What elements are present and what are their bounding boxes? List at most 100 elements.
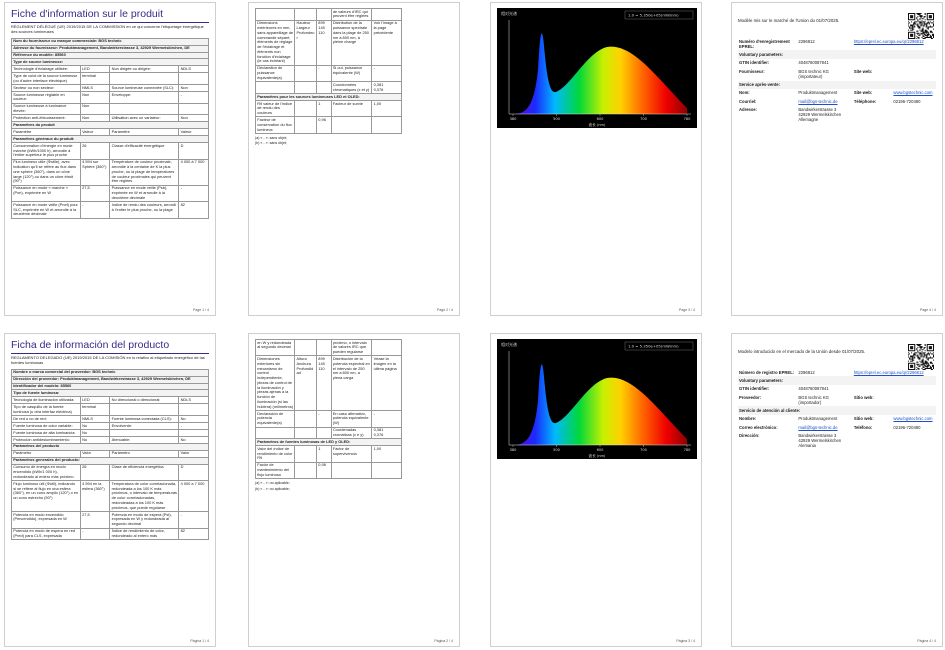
- table-cell: 4 000 a 7 000: [178, 480, 209, 513]
- notes: (a) « - »: no aplicable; (b) « - »: no ap…: [255, 481, 453, 492]
- table-cell: 82: [178, 201, 209, 219]
- empty-cell: [294, 338, 318, 357]
- tick-label: 500: [553, 117, 561, 121]
- table-cell: Flux lumineux utile (Φutile), avec indic…: [11, 158, 81, 186]
- page: en W y redondeada al segundo decimal próx…: [248, 333, 460, 647]
- table-cell: 1: [316, 99, 332, 118]
- table-cell: Servicio de atención al cliente:: [738, 406, 936, 415]
- scale-box: [624, 10, 694, 20]
- table-cell: Paramètres généraux du produit:: [11, 135, 209, 144]
- table-cell: -: [178, 184, 209, 203]
- table-cell: de valeurs d'IRC qui peuvent être réglée…: [330, 8, 373, 21]
- table-cell: Fuente luminosa de alta luminancia:: [11, 428, 81, 437]
- table-cell: -: [316, 410, 332, 428]
- table-cell: Parámetros generales del producto:: [11, 456, 209, 465]
- table-cell: No: [79, 428, 111, 437]
- table-cell: 82: [178, 527, 209, 541]
- table-row: Technologie d'éclairage utilisée: LED Non …: [11, 65, 209, 74]
- empty-cell: [294, 99, 318, 118]
- table-cell: 02196-720480: [893, 424, 921, 430]
- empty-cell: [316, 338, 332, 357]
- table-cell: 2296812: [798, 369, 815, 375]
- page: 相对光谱 1.0 = 5.350e+05(mW/nm) 380 500 600 700 78…: [490, 2, 702, 316]
- table-cell: Non: [79, 114, 111, 123]
- table-row: Coordenadas cromáticas (x e y) 0,381 0,37…: [254, 426, 402, 440]
- table-cell: D: [178, 142, 209, 160]
- table-cell: NMLS: [79, 415, 111, 424]
- table-cell: Numéro d'enregistrement EPREL:: [739, 38, 790, 49]
- page: 相对光谱 1.0 = 5.350e+05(mW/nm) 380 500 600 700 78…: [490, 333, 702, 647]
- table-cell: 27,5: [79, 511, 111, 529]
- empty-cell: [316, 8, 332, 21]
- table-row: Potencia en modo de espera en red (Pred)…: [11, 527, 209, 541]
- tick-label: 600: [597, 448, 605, 452]
- table-row: Fuente luminosa de color variable: No Envo…: [11, 422, 209, 430]
- table-row: Facteur de conservation du flux lumineux…: [254, 116, 402, 134]
- table-cell: Dimensiones exteriores sin mecanismo de …: [254, 355, 296, 412]
- table-row: Secteur ou non secteur: NMLS Source lumine…: [11, 84, 209, 93]
- table-cell: 899 145 110: [316, 19, 332, 66]
- table-row: Nom: Produktmanagement Site web: www.bgstec…: [738, 89, 936, 97]
- table-row: Nom du fournisseur ou marque commerciale…: [11, 37, 209, 46]
- table-row: GTIN identifier: 4048760087841: [738, 385, 936, 393]
- empty-cell: [294, 8, 318, 21]
- qr-code: [908, 344, 934, 370]
- empty-cell: [330, 116, 373, 134]
- table-cell: Véase la imagen en la última página: [371, 355, 402, 412]
- table-cell: No: [178, 435, 209, 444]
- table-cell: Fournisseur:: [739, 68, 765, 74]
- tick-label: 380: [510, 117, 518, 121]
- table-cell: Índice de rendimiento de color, redondea…: [109, 527, 180, 541]
- table-cell: Paramètre: [109, 128, 180, 137]
- qr-modules: [908, 13, 934, 39]
- empty-cell: [294, 461, 318, 480]
- table-row: Fournisseur: BGS technic KG (importateur)…: [738, 67, 936, 80]
- table-cell: Distribución de la potencia espectral en…: [330, 355, 373, 412]
- table-cell: Paramètres du produit: [11, 121, 209, 130]
- spectrum-curve: [513, 364, 687, 445]
- table-cell: Puissance en mode veille (Pnet) pour SLC…: [11, 201, 81, 219]
- table-cell: Non: [178, 84, 209, 93]
- table-row: Puissance en mode veille (Pnet) pour SLC…: [11, 201, 209, 219]
- table-row: Nombre o marca comercial del proveedor: …: [11, 368, 209, 377]
- scale-box: [624, 341, 694, 351]
- table-row: Puissance en mode « marche » (Pon), expr…: [11, 184, 209, 203]
- table-cell: GTIN identifier:: [739, 386, 770, 392]
- table-cell: Fuente luminosa de color variable:: [11, 422, 81, 430]
- empty-cell: [294, 426, 318, 440]
- page-title: Fiche d'information sur le produit: [11, 8, 209, 23]
- table-cell: Proveedor:: [739, 394, 762, 400]
- table-row: Paramètre Valeur Paramètre Valeur: [11, 128, 209, 137]
- page-footer: Page 1 / 4: [193, 308, 209, 312]
- table-cell: Produktmanagement: [798, 416, 838, 422]
- table-cell: -: [371, 64, 402, 83]
- empty-cell: [316, 426, 332, 440]
- table-cell: terminal: [79, 72, 111, 86]
- table-row: Dirección: Bandwirkerstrasse 3 42929 Werm…: [738, 431, 936, 450]
- table-row: de valeurs d'IRC qui peuvent être réglée…: [254, 8, 402, 21]
- table-row: Consumo de energía en modo encendido (kW…: [11, 463, 209, 482]
- table-cell: 4 000 à 7 000: [178, 158, 209, 186]
- table-cell: Altura Anchura Profundidad: [294, 355, 318, 412]
- table-cell: Bandwirkerstrasse 3 42929 Wermelskirchen…: [798, 107, 842, 123]
- table-cell: LED: [79, 65, 111, 74]
- table-row: Parámetros del producto: [11, 442, 209, 451]
- table-cell: Identificador del modelo: 85560: [11, 382, 209, 391]
- table-cell: Hauteur Largeur Profondeur: [294, 19, 318, 66]
- table-cell: Factor de mantenimiento del flujo lumino…: [254, 461, 296, 480]
- table: de valeurs d'IRC qui peuvent être réglée…: [254, 8, 402, 134]
- table-cell: D: [178, 463, 209, 482]
- table-cell: -: [316, 64, 332, 83]
- table-row: Número de registro EPREL: 2296812 https://…: [738, 368, 936, 376]
- table-cell: Sitio web:: [853, 416, 874, 422]
- table-row: Type de culot de la source lumineuse (ou…: [11, 72, 209, 86]
- empty-cell: [371, 461, 402, 480]
- table: Número de registro EPREL: 2296812 https://…: [738, 368, 936, 450]
- table-cell: Déclaration de puissance équivalente(a): [254, 64, 296, 83]
- table-cell: Référence du modèle: 85560: [11, 51, 209, 60]
- table-cell: Facteur de survie: [330, 99, 373, 118]
- table-row: Declaración de potencia equivalente(a) - E…: [254, 410, 402, 428]
- table-row: Source lumineuse à luminance élevée: Non: [11, 102, 209, 116]
- table-cell: Nom:: [739, 90, 750, 96]
